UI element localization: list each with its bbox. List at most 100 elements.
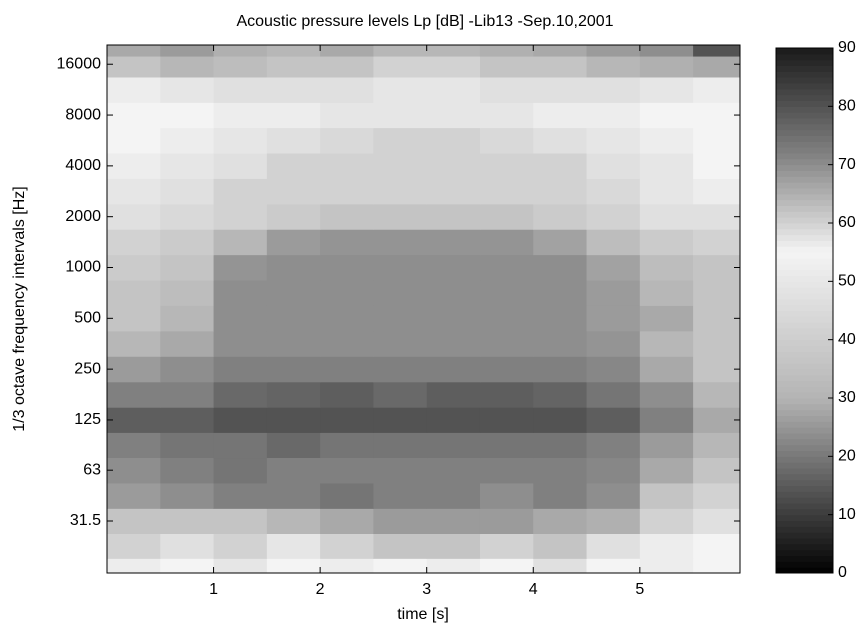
colorbar-step xyxy=(776,316,833,323)
cell xyxy=(320,153,374,179)
cell xyxy=(266,153,321,179)
cell xyxy=(320,330,374,357)
cell xyxy=(107,127,161,154)
cell xyxy=(533,533,588,559)
colorbar-step xyxy=(776,112,833,119)
colorbar-step xyxy=(776,427,833,434)
cell xyxy=(479,203,534,230)
cell xyxy=(266,56,321,78)
cell xyxy=(586,76,641,103)
cell xyxy=(426,330,481,357)
colorbar-step xyxy=(776,217,833,224)
cell xyxy=(426,432,481,459)
cell xyxy=(693,76,741,103)
colorbar-step xyxy=(776,83,833,90)
cell xyxy=(160,254,215,281)
cell xyxy=(639,432,694,459)
cell xyxy=(107,305,161,332)
cell xyxy=(479,457,534,484)
colorbar-step xyxy=(776,211,833,218)
cell xyxy=(639,356,694,383)
cell xyxy=(160,407,215,433)
cell xyxy=(533,45,588,57)
cell xyxy=(426,533,481,559)
cell xyxy=(586,356,641,383)
cell xyxy=(107,508,161,535)
y-tick-label: 1000 xyxy=(65,259,101,276)
cell xyxy=(533,381,588,408)
colorbar-step xyxy=(776,351,833,358)
cell xyxy=(266,76,321,103)
colorbar-step xyxy=(776,526,833,533)
colorbar-step xyxy=(776,339,833,346)
colorbar-step xyxy=(776,269,833,276)
cell xyxy=(586,56,641,78)
cell xyxy=(160,305,215,332)
cell xyxy=(320,76,374,103)
cell xyxy=(426,280,481,306)
y-tick-label: 250 xyxy=(74,360,101,377)
cell xyxy=(320,56,374,78)
cell xyxy=(639,102,694,129)
cell xyxy=(107,203,161,230)
colorbar-step xyxy=(776,473,833,481)
cell xyxy=(373,127,428,154)
colorbar-step xyxy=(776,88,833,96)
cell xyxy=(107,153,161,179)
cell xyxy=(639,558,694,574)
cell xyxy=(320,127,374,154)
cell xyxy=(586,254,641,281)
cell xyxy=(320,356,374,383)
cell xyxy=(373,381,428,408)
cell xyxy=(373,533,428,559)
colorbar-tick-label: 80 xyxy=(838,98,856,115)
cell xyxy=(320,102,374,129)
cell xyxy=(107,280,161,306)
cell xyxy=(373,76,428,103)
cell xyxy=(426,178,481,205)
colorbar-step xyxy=(776,59,833,66)
cell xyxy=(320,432,374,459)
cell xyxy=(266,254,321,281)
cell xyxy=(213,178,268,205)
cell xyxy=(107,102,161,129)
cell xyxy=(426,203,481,230)
colorbar-step xyxy=(776,252,833,259)
cell xyxy=(213,45,268,57)
cell xyxy=(160,533,215,559)
colorbar-frame xyxy=(775,47,834,574)
colorbar-step xyxy=(776,141,833,148)
cell xyxy=(479,178,534,205)
colorbar-step xyxy=(776,123,833,131)
colorbar-step xyxy=(776,281,833,288)
cell xyxy=(533,76,588,103)
cell xyxy=(373,229,428,256)
cell xyxy=(373,457,428,484)
colorbar-step xyxy=(776,258,833,265)
cell xyxy=(107,482,161,509)
cell xyxy=(586,457,641,484)
cell xyxy=(373,56,428,78)
cell xyxy=(426,407,481,433)
cell xyxy=(533,178,588,205)
cell xyxy=(107,229,161,256)
colorbar-step xyxy=(776,421,833,428)
cell xyxy=(426,254,481,281)
cell xyxy=(373,102,428,129)
colorbar-step xyxy=(776,561,833,568)
cell xyxy=(213,407,268,433)
colorbar-tick-label: 10 xyxy=(838,506,856,523)
cell xyxy=(533,305,588,332)
cell xyxy=(373,432,428,459)
colorbar-step xyxy=(776,71,833,78)
cell xyxy=(320,203,374,230)
cell xyxy=(533,203,588,230)
cell xyxy=(533,330,588,357)
cell xyxy=(160,127,215,154)
cell xyxy=(533,229,588,256)
cell xyxy=(693,102,741,129)
cell xyxy=(639,56,694,78)
cell xyxy=(586,330,641,357)
cell xyxy=(586,102,641,129)
cell xyxy=(693,558,741,574)
